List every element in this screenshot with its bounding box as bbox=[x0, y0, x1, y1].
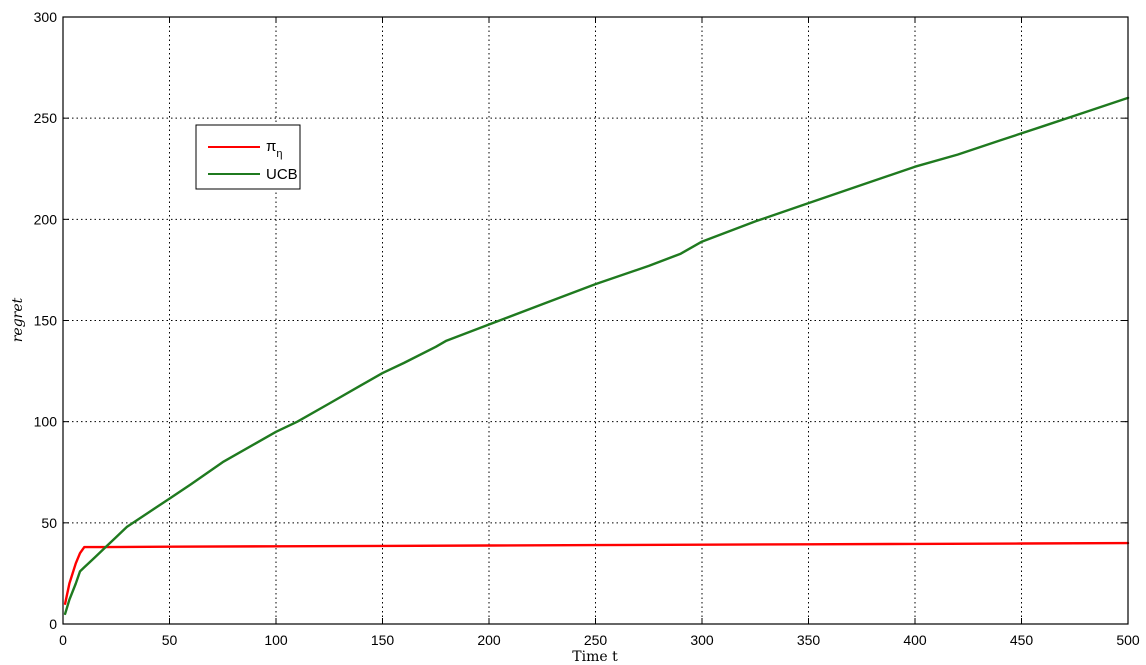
x-tick-label: 300 bbox=[690, 632, 714, 648]
legend-label-ucb: UCB bbox=[266, 166, 298, 183]
x-tick-label: 50 bbox=[162, 632, 178, 648]
x-tick-label: 0 bbox=[59, 632, 67, 648]
x-tick-label: 100 bbox=[264, 632, 288, 648]
series-line-ucb bbox=[63, 96, 1130, 616]
y-tick-label: 250 bbox=[34, 110, 58, 126]
legend-box bbox=[195, 124, 301, 190]
legend-pi-subscript: η bbox=[276, 148, 282, 160]
legend: πη UCB bbox=[195, 124, 301, 190]
x-tick-label: 400 bbox=[903, 632, 927, 648]
x-tick-label: 250 bbox=[584, 632, 608, 648]
y-axis-label: regret bbox=[10, 297, 26, 342]
x-tick-label: 500 bbox=[1116, 632, 1140, 648]
tick-marks bbox=[62, 16, 1129, 625]
series-line-pi-eta bbox=[63, 541, 1130, 605]
y-tick-label: 200 bbox=[34, 211, 58, 227]
y-tick-label: 100 bbox=[34, 414, 58, 430]
x-tick-label: 150 bbox=[371, 632, 395, 648]
x-tick-label: 350 bbox=[797, 632, 821, 648]
x-tick-label: 200 bbox=[477, 632, 501, 648]
x-axis-label: Time t bbox=[572, 649, 618, 665]
y-tick-labels: 0 50 100 150 200 250 300 bbox=[34, 9, 58, 632]
y-tick-label: 0 bbox=[49, 616, 57, 632]
x-tick-label: 450 bbox=[1010, 632, 1034, 648]
grid-lines bbox=[63, 17, 1128, 624]
y-tick-label: 150 bbox=[34, 313, 58, 329]
y-tick-label: 300 bbox=[34, 9, 58, 25]
y-tick-label: 50 bbox=[41, 515, 57, 531]
legend-label-pi-eta: πη bbox=[266, 138, 282, 160]
legend-pi-main: π bbox=[266, 138, 276, 155]
series-group bbox=[63, 96, 1130, 616]
x-tick-labels: 0 50 100 150 200 250 300 350 400 450 500 bbox=[59, 632, 1140, 648]
